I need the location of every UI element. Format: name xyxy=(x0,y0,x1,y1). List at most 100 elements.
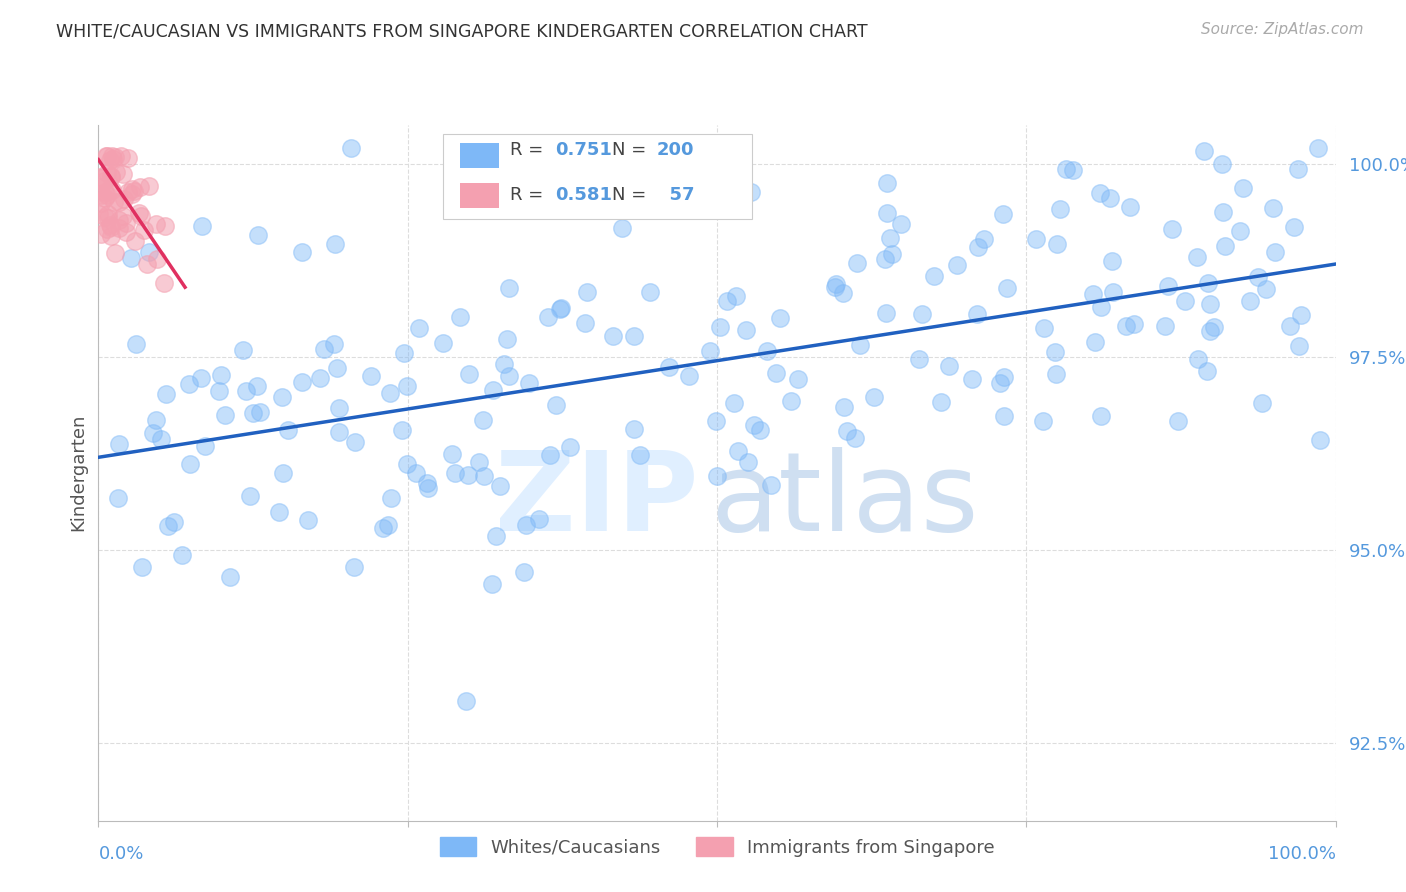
Point xyxy=(481,576,503,591)
Point xyxy=(416,481,439,495)
Point xyxy=(242,406,264,420)
Point xyxy=(706,469,728,483)
Point xyxy=(232,343,254,357)
Point xyxy=(110,149,132,163)
Text: 0.0%: 0.0% xyxy=(98,845,143,863)
Point xyxy=(492,357,515,371)
Point xyxy=(1084,335,1107,350)
Point xyxy=(108,195,131,210)
Point xyxy=(658,359,681,374)
Point xyxy=(120,251,142,265)
Point xyxy=(1306,141,1329,155)
Point xyxy=(730,141,752,155)
Point xyxy=(340,141,363,155)
Point xyxy=(1211,157,1233,171)
Point xyxy=(153,276,176,290)
Point xyxy=(277,423,299,437)
Point xyxy=(880,247,903,261)
Point xyxy=(89,207,111,221)
Point xyxy=(96,149,118,163)
Text: 200: 200 xyxy=(657,141,695,159)
Point xyxy=(93,174,115,188)
Point xyxy=(454,693,477,707)
Point xyxy=(239,490,262,504)
Point xyxy=(87,169,110,184)
Point xyxy=(96,188,118,202)
Point xyxy=(457,468,479,483)
Point xyxy=(678,368,700,383)
Point xyxy=(94,210,117,224)
Point xyxy=(966,307,988,321)
Point xyxy=(94,149,117,163)
Point xyxy=(190,371,212,385)
Point xyxy=(235,384,257,399)
Point xyxy=(863,390,886,404)
Point xyxy=(699,343,721,358)
Point xyxy=(967,240,990,254)
Point xyxy=(472,468,495,483)
Point xyxy=(1309,433,1331,447)
Point xyxy=(153,219,176,234)
Point xyxy=(911,307,934,321)
Point xyxy=(1192,144,1215,158)
Point xyxy=(145,413,167,427)
Point xyxy=(1195,364,1218,378)
Point xyxy=(824,280,846,294)
Point xyxy=(1232,181,1254,195)
Point xyxy=(128,206,150,220)
Point xyxy=(973,231,995,245)
Point xyxy=(1174,294,1197,309)
Point xyxy=(779,394,801,409)
Point xyxy=(1278,318,1301,333)
Text: Source: ZipAtlas.com: Source: ZipAtlas.com xyxy=(1201,22,1364,37)
Point xyxy=(1212,205,1234,219)
Point xyxy=(131,210,153,224)
Point xyxy=(628,448,651,462)
Text: N =: N = xyxy=(612,186,651,204)
Point xyxy=(194,439,217,453)
Point xyxy=(472,413,495,427)
Legend: Whites/Caucasians, Immigrants from Singapore: Whites/Caucasians, Immigrants from Singa… xyxy=(432,830,1002,863)
Point xyxy=(101,149,124,163)
Point xyxy=(377,517,399,532)
Point xyxy=(723,396,745,410)
Point xyxy=(328,401,350,415)
Point xyxy=(769,310,792,325)
Point xyxy=(1282,219,1305,234)
Point xyxy=(117,185,139,199)
Point xyxy=(449,310,471,325)
Point xyxy=(441,447,464,461)
Point xyxy=(124,184,146,198)
Point xyxy=(515,517,537,532)
Point xyxy=(623,329,645,343)
Point xyxy=(1032,414,1054,428)
Y-axis label: Kindergarten: Kindergarten xyxy=(69,414,87,532)
Point xyxy=(308,371,330,385)
Point xyxy=(371,521,394,535)
Point xyxy=(107,212,129,227)
Point xyxy=(391,423,413,437)
Point xyxy=(170,548,193,562)
Point xyxy=(214,408,236,422)
Point xyxy=(1049,202,1071,217)
Point xyxy=(993,370,1015,384)
Point xyxy=(408,321,430,335)
Point xyxy=(716,293,738,308)
Point xyxy=(575,285,598,300)
Point xyxy=(489,478,512,492)
Point xyxy=(1054,162,1077,177)
Point xyxy=(1098,191,1121,205)
Point xyxy=(1090,301,1112,315)
Point xyxy=(997,281,1019,295)
Point xyxy=(1198,324,1220,338)
Point xyxy=(993,409,1015,423)
Point xyxy=(1202,319,1225,334)
Point xyxy=(879,231,901,245)
Point xyxy=(1289,308,1312,322)
Point xyxy=(124,235,146,249)
Point xyxy=(876,206,898,220)
Point xyxy=(155,386,177,401)
Point xyxy=(1115,319,1137,334)
Point xyxy=(875,252,897,266)
Point xyxy=(105,164,128,178)
